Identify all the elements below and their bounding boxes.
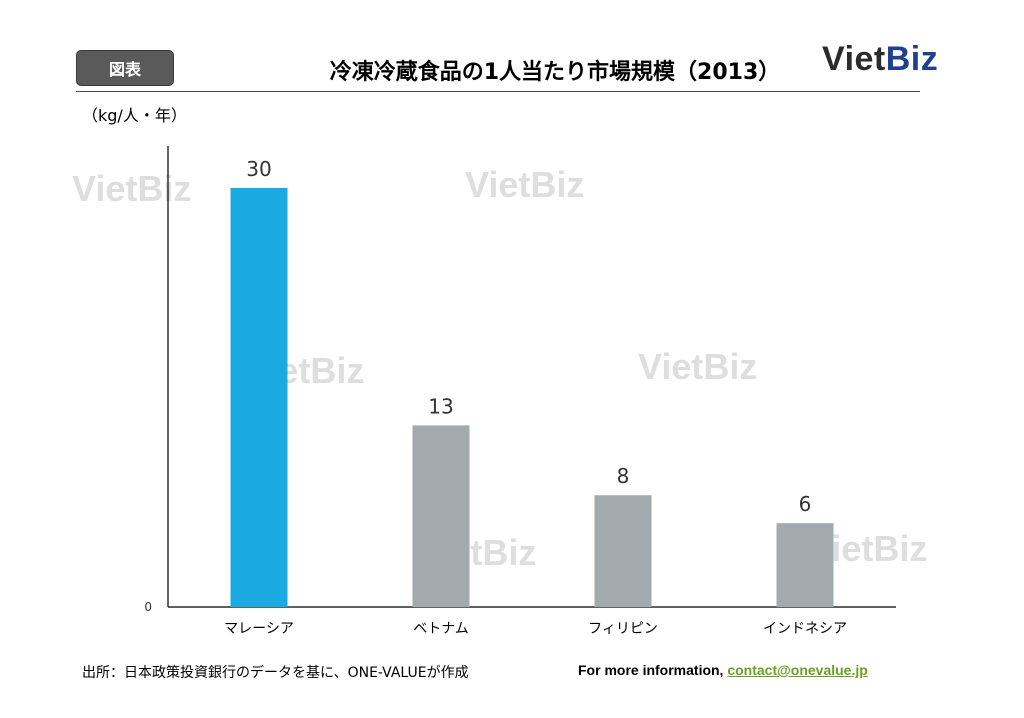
watermark: VietBiz	[638, 346, 758, 387]
data-label: 6	[799, 492, 812, 516]
bar	[412, 425, 470, 607]
figure-badge-label: 図表	[108, 60, 141, 79]
bar	[594, 495, 652, 607]
x-tick-label: フィリピン	[588, 621, 658, 637]
source-note: 出所：日本政策投資銀行のデータを基に、ONE-VALUEが作成	[82, 665, 469, 681]
bar	[230, 187, 288, 607]
contact-email-link[interactable]: contact@onevalue.jp	[727, 662, 868, 678]
contact-info-prefix: For more information,	[578, 662, 728, 678]
logo-viet-text: Viet	[822, 40, 886, 78]
y-tick-label: 0	[144, 600, 152, 614]
data-label: 13	[428, 394, 453, 418]
bar	[776, 523, 834, 607]
figure-badge: 図表	[76, 50, 174, 86]
vietbiz-logo: VietBiz	[822, 40, 938, 79]
y-axis-unit-label: （kg/人・年）	[82, 106, 187, 125]
x-tick-label: ベトナム	[413, 621, 469, 637]
watermark: VietBiz	[72, 168, 192, 209]
data-label: 8	[617, 464, 630, 488]
watermark: VietBiz	[465, 164, 585, 205]
header-divider	[76, 91, 920, 92]
x-tick-label: インドネシア	[763, 621, 847, 637]
page-title: 冷凍冷蔵食品の1人当たり市場規模（2013）	[329, 60, 781, 85]
contact-info: For more information, contact@onevalue.j…	[578, 662, 868, 678]
logo-biz-text: Biz	[885, 40, 939, 78]
data-label: 30	[246, 157, 271, 181]
x-tick-label: マレーシア	[224, 621, 294, 637]
